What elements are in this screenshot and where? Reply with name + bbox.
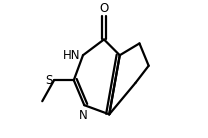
Text: O: O — [99, 2, 109, 14]
Text: HN: HN — [63, 49, 80, 62]
Text: S: S — [45, 74, 53, 87]
Text: N: N — [79, 109, 87, 122]
